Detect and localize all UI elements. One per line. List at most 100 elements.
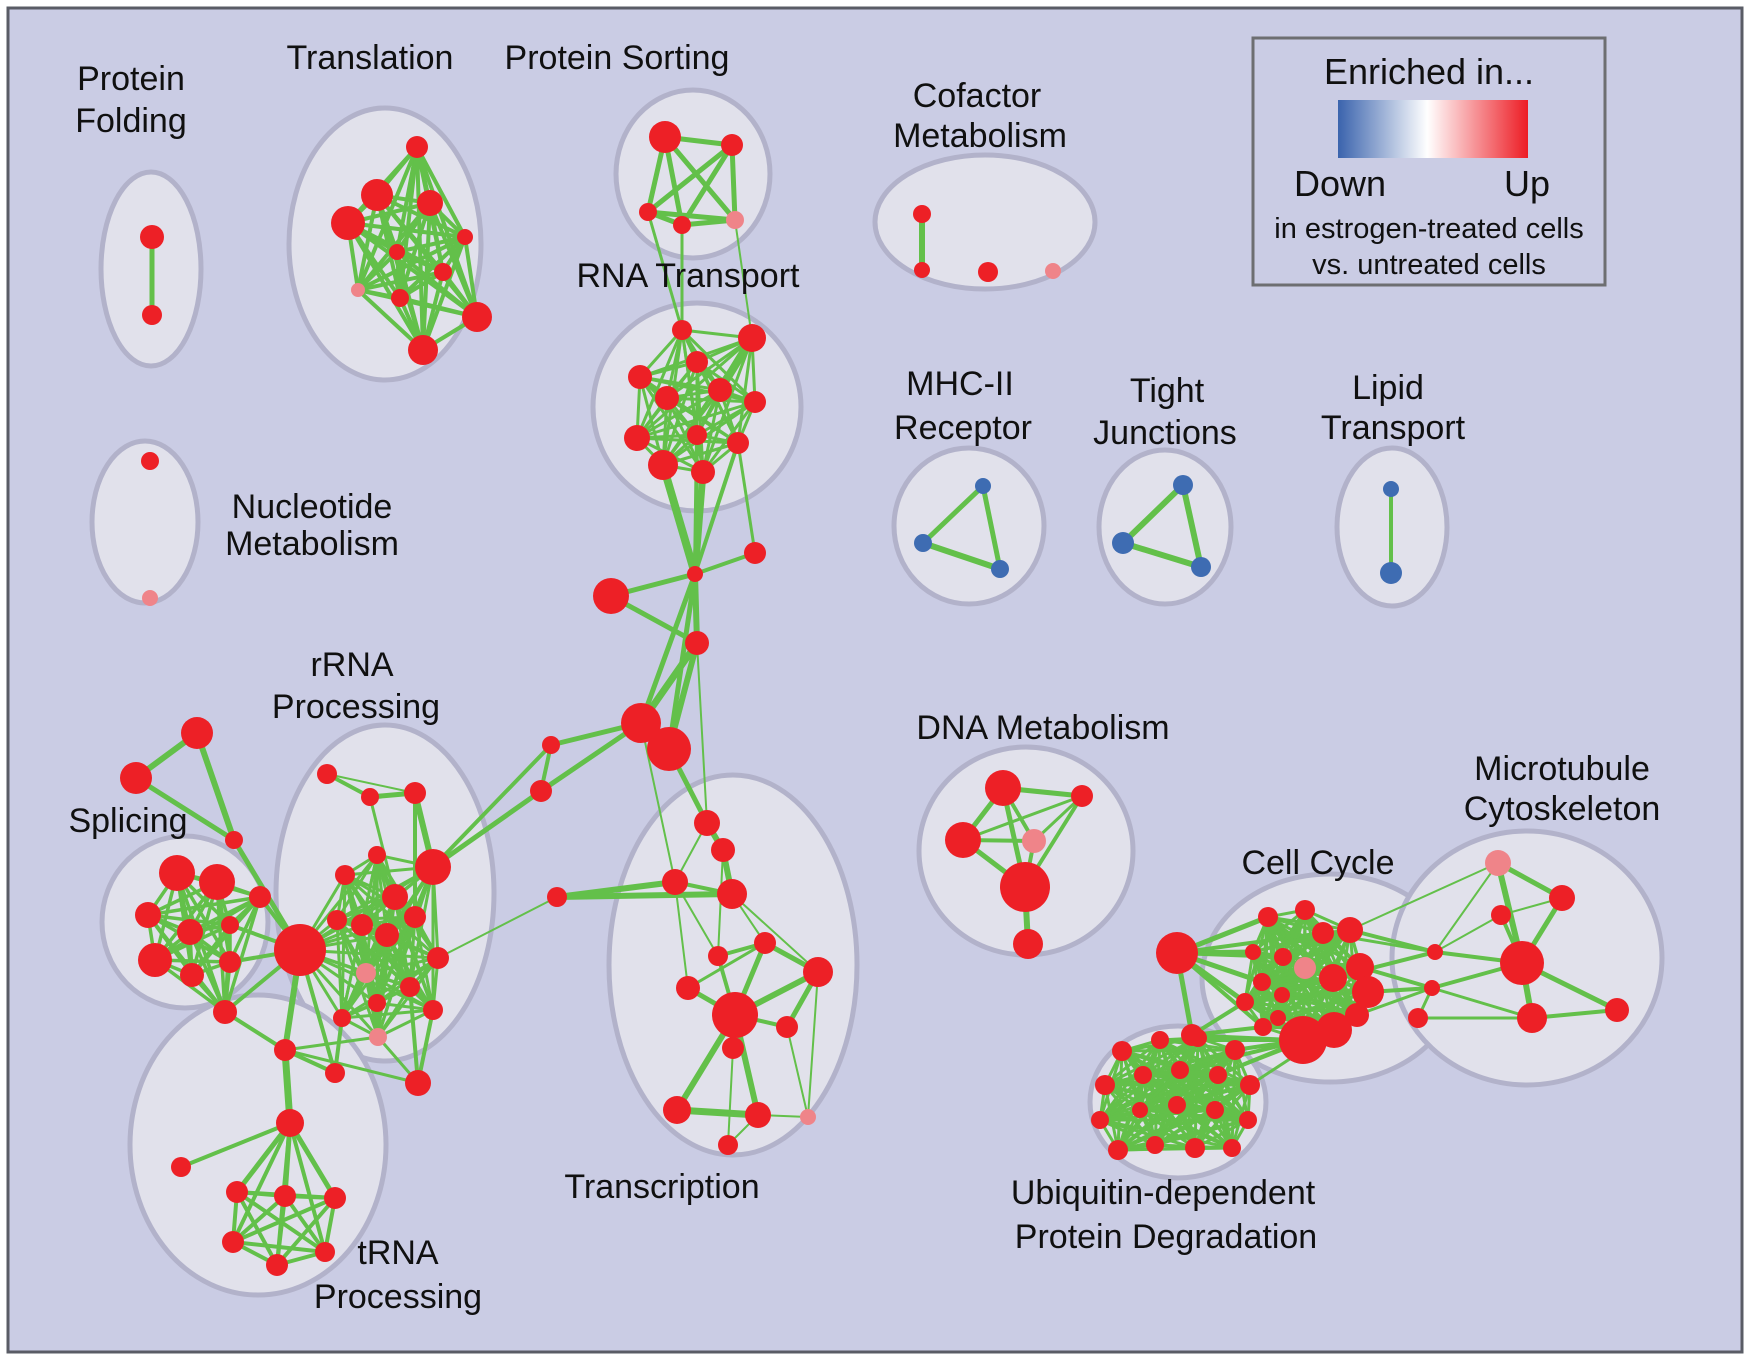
- node-nm1: [142, 590, 158, 606]
- edge: [1103, 1038, 1162, 1087]
- node-s4: [726, 211, 744, 229]
- edge: [194, 730, 237, 843]
- node-tj0: [1173, 475, 1193, 495]
- mhc-ii-receptor-label: Receptor: [894, 409, 1032, 447]
- node-s1: [721, 134, 743, 156]
- mhc-ii-receptor-label: MHC-II: [906, 365, 1014, 403]
- node-u4: [1095, 1075, 1115, 1095]
- node-tj2: [1191, 557, 1211, 577]
- node-c12: [1254, 1018, 1272, 1036]
- node-tr2: [662, 869, 688, 895]
- mhc-ii-receptor-ellipse: [891, 445, 1047, 607]
- node-u5: [1134, 1066, 1152, 1084]
- node-sp1: [199, 864, 235, 900]
- node-tr9: [776, 1016, 798, 1038]
- translation-label: Translation: [287, 39, 454, 77]
- edge: [283, 1048, 420, 1085]
- edge: [179, 1121, 292, 1169]
- node-cf1: [914, 262, 930, 278]
- protein-folding-label: Protein: [77, 60, 185, 98]
- edge: [356, 193, 379, 292]
- node-tn7: [266, 1254, 288, 1276]
- edge: [346, 221, 467, 239]
- edge: [659, 461, 699, 578]
- node-t5: [389, 244, 405, 260]
- trna-processing-label: Processing: [314, 1278, 482, 1316]
- edge: [920, 540, 1003, 572]
- node-tr11: [663, 1096, 691, 1124]
- node-r3: [686, 351, 708, 373]
- rna-transport-label: RNA Transport: [577, 257, 801, 295]
- node-tn8: [315, 1242, 335, 1262]
- node-j1: [744, 542, 766, 564]
- node-rr0: [317, 764, 337, 784]
- edge: [340, 956, 440, 1020]
- node-cf3: [1045, 263, 1061, 279]
- edge: [666, 571, 698, 752]
- node-m1: [1549, 885, 1575, 911]
- node-c1: [1295, 900, 1315, 920]
- edge: [736, 336, 754, 445]
- node-m8: [1408, 1008, 1428, 1028]
- edge: [395, 235, 467, 254]
- edge: [1355, 986, 1434, 1017]
- node-u16: [1185, 1138, 1205, 1158]
- node-tr13: [800, 1109, 816, 1125]
- edge: [283, 1035, 380, 1052]
- node-d4: [1000, 862, 1050, 912]
- edge: [335, 918, 380, 1039]
- edge: [1103, 1083, 1234, 1150]
- node-d3: [1022, 829, 1046, 853]
- node-c14: [1316, 1012, 1352, 1048]
- edge: [661, 400, 757, 467]
- node-rr1: [361, 788, 379, 806]
- edge: [235, 1190, 279, 1267]
- edge: [395, 250, 479, 319]
- ubiquitin-dependent-protein-degradation-label: Ubiquitin-dependent: [1011, 1174, 1316, 1212]
- edge: [376, 915, 417, 1039]
- edge: [393, 895, 435, 1012]
- edge: [1138, 1108, 1250, 1122]
- tight-junctions-ellipse: [1096, 447, 1234, 607]
- trna-processing-label: tRNA: [357, 1234, 439, 1272]
- edge: [1098, 1118, 1234, 1150]
- node-sp6: [138, 943, 172, 977]
- ubiquitin-dependent-protein-degradation-label: Protein Degradation: [1015, 1218, 1317, 1256]
- edge: [693, 441, 740, 576]
- edge: [1103, 1036, 1200, 1087]
- node-c13: [1279, 1016, 1327, 1064]
- node-tr7: [676, 976, 700, 1000]
- node-u15: [1146, 1136, 1164, 1154]
- edge: [1141, 1073, 1252, 1087]
- node-rr19: [325, 1063, 345, 1083]
- node-c3: [1337, 917, 1363, 943]
- edge: [275, 1194, 287, 1267]
- node-rr4: [335, 865, 355, 885]
- legend-subtitle-line1: in estrogen-treated cells: [1274, 213, 1584, 245]
- edge: [415, 145, 467, 239]
- cell-cycle-label: Cell Cycle: [1241, 844, 1394, 882]
- edge: [430, 788, 544, 870]
- edge: [326, 773, 416, 794]
- edge: [146, 895, 262, 917]
- edge: [961, 794, 1084, 842]
- protein-folding-label: Folding: [75, 102, 187, 140]
- edge: [408, 985, 420, 1085]
- node-t1: [361, 179, 393, 211]
- edge: [153, 895, 262, 962]
- legend-subtitle-line2: vs. untreated cells: [1312, 249, 1546, 281]
- node-tr3: [717, 879, 747, 909]
- edge: [1251, 908, 1307, 954]
- edge: [340, 1008, 435, 1020]
- edge: [635, 400, 757, 440]
- cofactor-metabolism-label: Metabolism: [893, 117, 1067, 155]
- legend: Enriched in... Down Up in estrogen-treat…: [1251, 36, 1607, 287]
- node-tn1: [276, 1109, 304, 1137]
- node-rr7: [327, 910, 347, 930]
- edge: [729, 142, 738, 223]
- node-m7: [1605, 998, 1629, 1022]
- edge: [1098, 1073, 1145, 1122]
- splicing-label: Splicing: [68, 802, 187, 840]
- node-rr14: [400, 977, 420, 997]
